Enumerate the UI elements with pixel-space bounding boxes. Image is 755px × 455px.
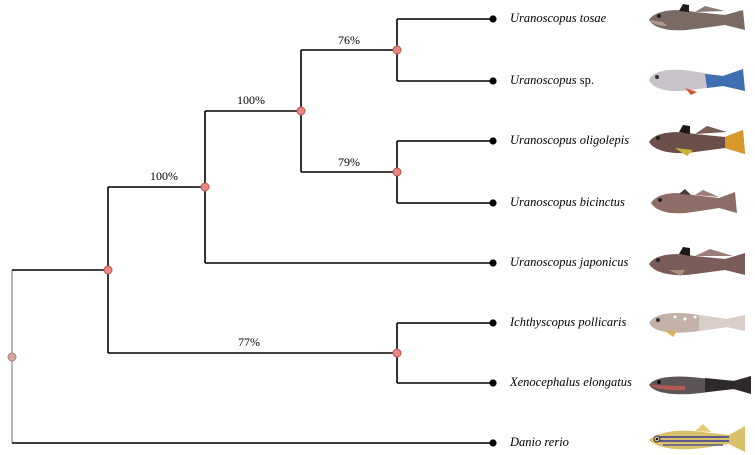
danio-rerio-photo-icon (649, 424, 745, 452)
taxon-name: Uranoscopus tosae (510, 11, 607, 25)
taxon-name: Uranoscopus japonicus (510, 255, 629, 269)
taxon-label-danio-rerio: Danio rerio (510, 435, 569, 450)
taxon-label-uranoscopus-japonicus: Uranoscopus japonicus (510, 255, 628, 270)
taxon-label-uranoscopus-tosae: Uranoscopus tosae (510, 11, 606, 26)
uranoscopus-oligolepis-photo-icon (649, 125, 745, 156)
tip-ichthyscopus (489, 319, 497, 327)
node-n5 (392, 167, 402, 177)
node-n4 (392, 45, 402, 55)
tip-xenocephalus (489, 379, 497, 387)
node-n6 (392, 348, 402, 358)
taxon-label-uranoscopus-oligolepis: Uranoscopus oligolepis (510, 133, 629, 148)
tip-sp (489, 77, 497, 85)
taxon-name: Danio rerio (510, 435, 569, 449)
taxon-label-ichthyscopus-pollicaris: Ichthyscopus pollicaris (510, 315, 626, 330)
taxon-name: Uranoscopus bicinctus (510, 195, 625, 209)
node-n1 (103, 265, 113, 275)
taxon-label-xenocephalus-elongatus: Xenocephalus elongatus (510, 375, 632, 390)
tip-tosae (489, 15, 497, 23)
taxon-name: Uranoscopus (510, 73, 577, 87)
ichthyscopus-pollicaris-photo-icon (649, 312, 745, 337)
node-n2 (200, 182, 210, 192)
support-oligolepis-bicinctus: 79% (338, 155, 360, 169)
support-uranoscopus-all: 100% (150, 169, 178, 183)
xenocephalus-elongatus-photo-icon (649, 376, 751, 395)
support-ichthyscopus-xenocephalus: 77% (238, 335, 260, 349)
tip-japonicus (489, 259, 497, 267)
tip-danio (489, 439, 497, 447)
uranoscopus-tosae-photo-icon (649, 4, 745, 31)
taxon-label-uranoscopus-sp: Uranoscopus sp. (510, 73, 594, 88)
taxon-name: Uranoscopus oligolepis (510, 133, 630, 147)
uranoscopus-sp-photo-icon (649, 69, 745, 95)
uranoscopus-bicinctus-photo-icon (651, 189, 737, 214)
tip-oligolepis (489, 137, 497, 145)
root-node (7, 352, 17, 362)
support-tosae-sp: 76% (338, 33, 360, 47)
taxon-qualifier: sp. (576, 73, 595, 87)
node-n3 (296, 106, 306, 116)
tip-bicinctus (489, 199, 497, 207)
support-uranoscopus-core: 100% (237, 93, 265, 107)
uranoscopus-japonicus-photo-icon (649, 247, 745, 276)
taxon-name: Ichthyscopus pollicaris (510, 315, 627, 329)
taxon-label-uranoscopus-bicinctus: Uranoscopus bicinctus (510, 195, 625, 210)
taxon-name: Xenocephalus elongatus (510, 375, 632, 389)
